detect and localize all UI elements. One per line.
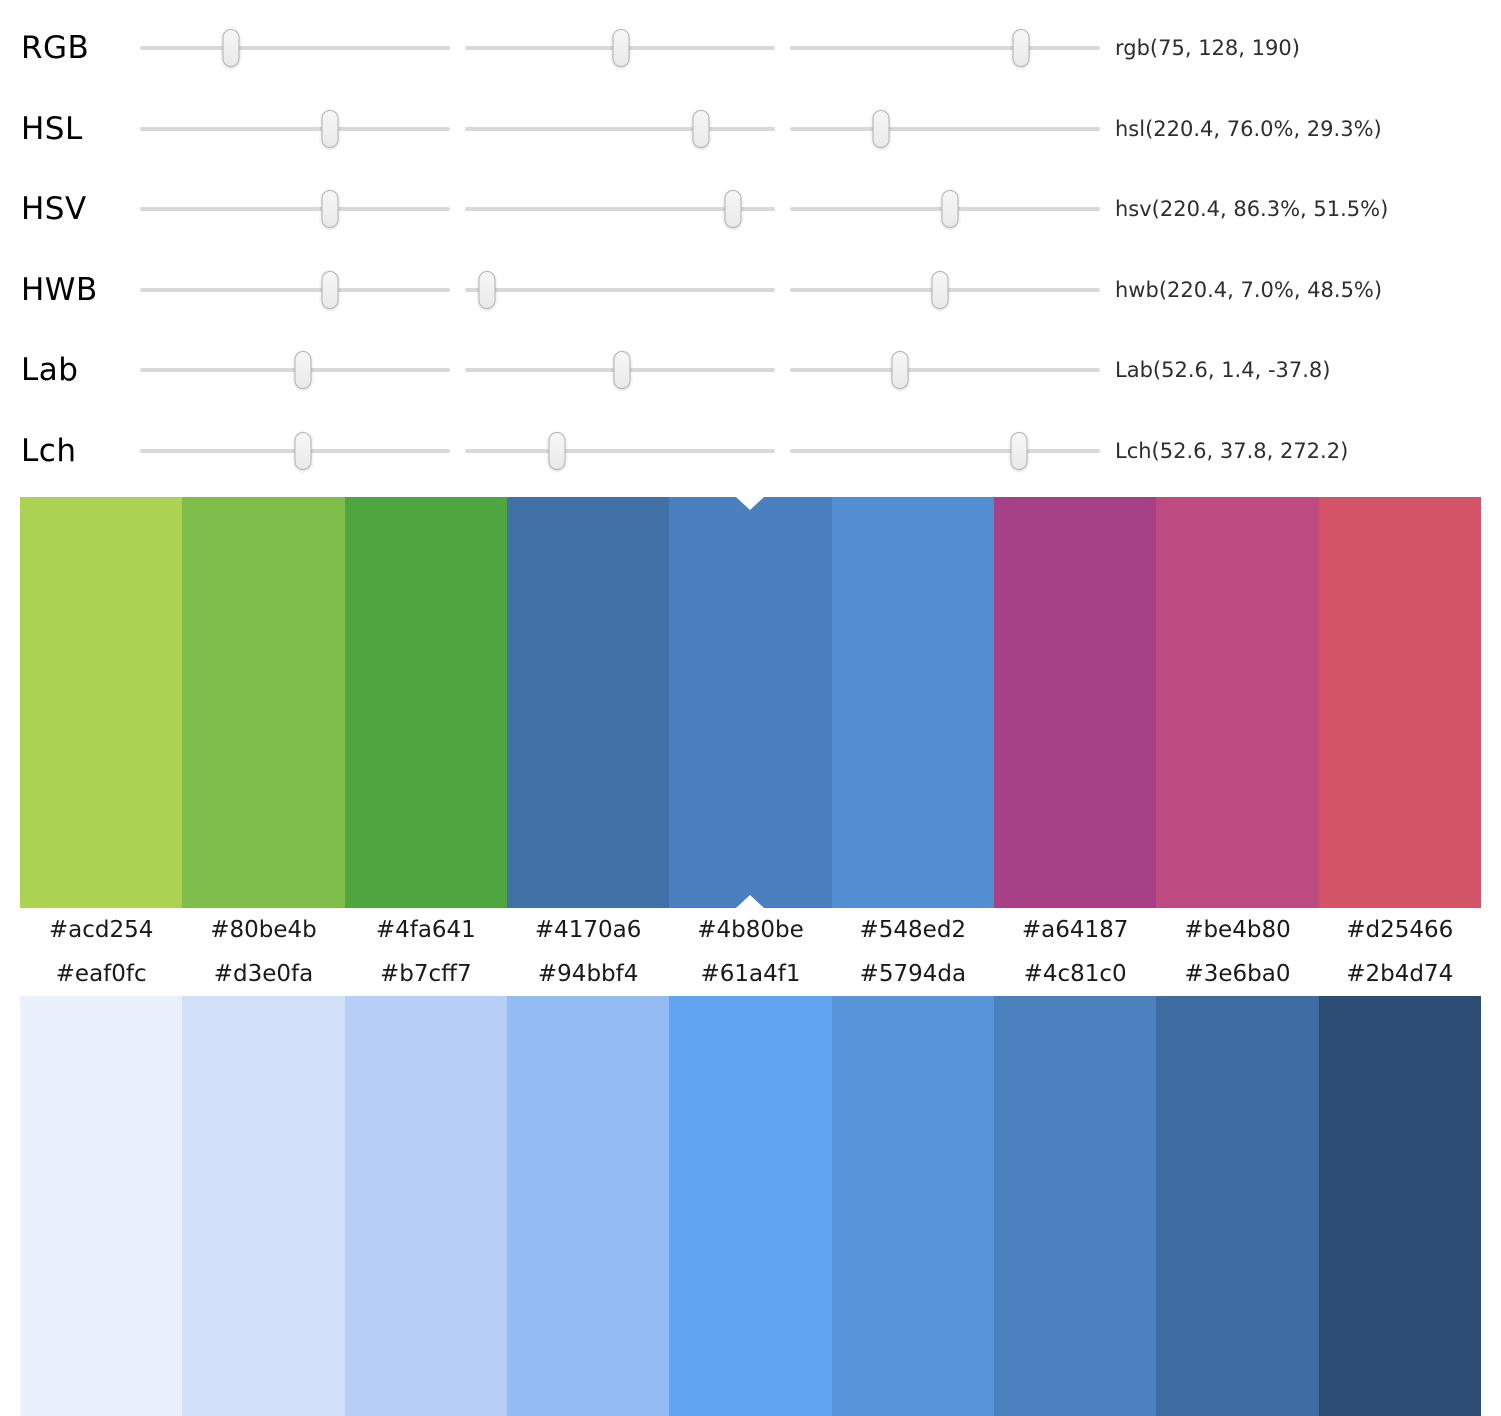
slider-row-rgb: RGB rgb(75, 128, 190) (0, 8, 1501, 89)
lightness-palette-swatch-4[interactable] (669, 996, 832, 1416)
hue-palette-hex-label-5: #548ed2 (859, 917, 967, 943)
rgb-r-slider[interactable] (140, 29, 450, 68)
rgb-b-slider[interactable] (790, 29, 1100, 68)
colorspace-label-hwb: HWB (21, 271, 98, 308)
rgb-g-slider-thumb[interactable] (612, 29, 630, 68)
lightness-palette-hex-label-4: #61a4f1 (700, 961, 801, 987)
hue-palette-swatch-7[interactable] (1156, 497, 1319, 908)
lightness-palette-swatch-8[interactable] (1318, 996, 1481, 1416)
hsv-h-slider[interactable] (140, 190, 450, 229)
hwb-b-slider-thumb[interactable] (931, 270, 949, 309)
lch-h-slider[interactable] (790, 431, 1100, 470)
lch-l-slider[interactable] (140, 431, 450, 470)
colorspace-label-lab: Lab (21, 352, 79, 389)
rgb-r-slider-thumb[interactable] (222, 29, 240, 68)
hwb-h-slider[interactable] (140, 270, 450, 309)
lightness-palette-swatch-1[interactable] (182, 996, 345, 1416)
color-value-lch: Lch(52.6, 37.8, 272.2) (1115, 438, 1349, 463)
color-value-hsv: hsv(220.4, 86.3%, 51.5%) (1115, 197, 1389, 222)
lch-c-slider[interactable] (465, 431, 775, 470)
slider-row-hsl: HSL hsl(220.4, 76.0%, 29.3%) (0, 89, 1501, 170)
hwb-w-slider-thumb[interactable] (478, 270, 496, 309)
hue-palette-hex-label-3: #4170a6 (534, 917, 642, 943)
selected-swatch-notch-top (736, 497, 765, 510)
hue-palette-hex-label-6: #a64187 (1021, 917, 1129, 943)
hue-palette-swatch-3[interactable] (506, 497, 670, 908)
slider-row-lch: Lch Lch(52.6, 37.8, 272.2) (0, 411, 1501, 492)
lab-a-slider[interactable] (465, 351, 775, 390)
color-value-hsl: hsl(220.4, 76.0%, 29.3%) (1115, 116, 1382, 141)
lightness-palette-hex-label-7: #3e6ba0 (1184, 961, 1291, 987)
lch-l-slider-thumb[interactable] (294, 431, 312, 470)
hsl-l-slider-thumb[interactable] (872, 109, 890, 148)
lightness-palette-swatch-6[interactable] (993, 996, 1157, 1416)
hue-palette-hex-label-4: #4b80be (697, 917, 804, 943)
hsv-v-slider[interactable] (790, 190, 1100, 229)
color-value-lab: Lab(52.6, 1.4, -37.8) (1115, 358, 1331, 383)
hue-palette-hex-label-2: #4fa641 (375, 917, 476, 943)
hsl-s-slider-thumb[interactable] (692, 109, 710, 148)
lightness-palette-swatch-0[interactable] (20, 996, 183, 1416)
lightness-palette-swatch-7[interactable] (1156, 996, 1319, 1416)
lab-b-slider[interactable] (790, 351, 1100, 390)
hsl-l-slider[interactable] (790, 109, 1100, 148)
lightness-palette-strip (20, 996, 1481, 1416)
hwb-h-slider-thumb[interactable] (321, 270, 339, 309)
lightness-palette-hex-label-1: #d3e0fa (213, 961, 314, 987)
hue-palette-hex-label-8: #d25466 (1346, 917, 1454, 943)
hue-palette-swatch-5[interactable] (831, 497, 994, 908)
lightness-palette-hex-label-6: #4c81c0 (1023, 961, 1127, 987)
lightness-palette-labels: #eaf0fc #d3e0fa #b7cff7 #94bbf4 #61a4f1 #5794… (20, 952, 1481, 996)
colorspace-label-hsl: HSL (21, 110, 83, 147)
hsl-s-slider[interactable] (465, 109, 775, 148)
hue-palette-hex-label-7: #be4b80 (1184, 917, 1291, 943)
slider-row-hsv: HSV hsv(220.4, 86.3%, 51.5%) (0, 169, 1501, 250)
slider-row-lab: Lab Lab(52.6, 1.4, -37.8) (0, 330, 1501, 411)
lab-l-slider-thumb[interactable] (294, 351, 312, 390)
lightness-palette-hex-label-2: #b7cff7 (380, 961, 472, 987)
hue-palette-swatch-1[interactable] (182, 497, 345, 908)
selected-swatch-notch-bottom (736, 895, 765, 908)
lch-c-slider-thumb[interactable] (548, 431, 566, 470)
rgb-b-slider-thumb[interactable] (1012, 29, 1030, 68)
hwb-w-slider[interactable] (465, 270, 775, 309)
hsl-h-slider-thumb[interactable] (321, 109, 339, 148)
lightness-palette-hex-label-8: #2b4d74 (1346, 961, 1454, 987)
hsv-h-slider-thumb[interactable] (321, 190, 339, 229)
hsl-h-slider[interactable] (140, 109, 450, 148)
color-value-hwb: hwb(220.4, 7.0%, 48.5%) (1115, 277, 1383, 302)
hue-palette-swatch-8[interactable] (1318, 497, 1481, 908)
lightness-palette-swatch-2[interactable] (344, 996, 507, 1416)
hue-palette-swatch-2[interactable] (344, 497, 507, 908)
lightness-palette-hex-label-3: #94bbf4 (537, 961, 639, 987)
lab-b-slider-thumb[interactable] (891, 351, 909, 390)
slider-panel: RGB rgb(75, 128, 190) HSL hsl(220.4, 76.0%,… (0, 0, 1501, 491)
colorspace-label-hsv: HSV (21, 191, 87, 228)
hsv-s-slider-thumb[interactable] (724, 190, 742, 229)
hsv-s-slider[interactable] (465, 190, 775, 229)
lch-h-slider-thumb[interactable] (1010, 431, 1028, 470)
rgb-g-slider[interactable] (465, 29, 775, 68)
hwb-b-slider[interactable] (790, 270, 1100, 309)
lightness-palette-swatch-3[interactable] (506, 996, 670, 1416)
hue-palette-swatch-4[interactable] (669, 497, 832, 908)
color-value-rgb: rgb(75, 128, 190) (1115, 36, 1300, 61)
lightness-palette-hex-label-0: #eaf0fc (55, 961, 147, 987)
hue-palette-strip (20, 497, 1481, 908)
lab-l-slider[interactable] (140, 351, 450, 390)
hue-palette-hex-label-0: #acd254 (48, 917, 154, 943)
hsv-v-slider-thumb[interactable] (941, 190, 959, 229)
lightness-palette-hex-label-5: #5794da (859, 961, 967, 987)
colorspace-label-lch: Lch (21, 432, 77, 469)
colorspace-label-rgb: RGB (21, 30, 90, 67)
lab-a-slider-thumb[interactable] (613, 351, 631, 390)
hue-palette-hex-label-1: #80be4b (210, 917, 317, 943)
slider-row-hwb: HWB hwb(220.4, 7.0%, 48.5%) (0, 250, 1501, 331)
hue-palette-swatch-0[interactable] (20, 497, 183, 908)
hue-palette-labels: #acd254 #80be4b #4fa641 #4170a6 #4b80be #548e… (20, 908, 1481, 952)
lightness-palette-swatch-5[interactable] (831, 996, 994, 1416)
hue-palette-swatch-6[interactable] (993, 497, 1157, 908)
